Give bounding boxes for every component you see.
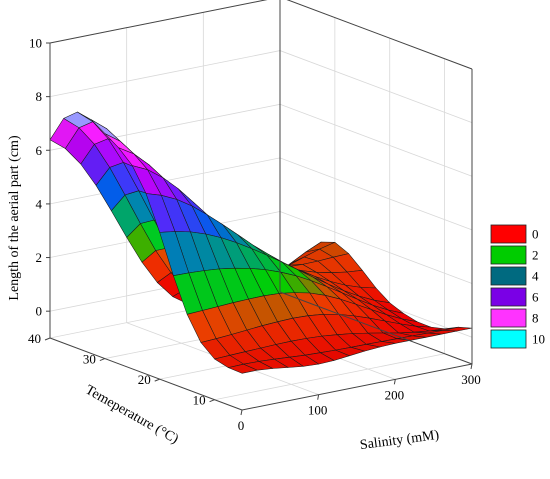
x-tick-mark [393, 379, 396, 385]
y-tick-mark [44, 337, 51, 341]
y-floor-gridline [214, 353, 445, 401]
z-tick-label: 2 [36, 250, 43, 265]
x-tick-mark [240, 409, 243, 416]
z-tick-label: 8 [36, 89, 43, 104]
x-axis-label: Salinity (mM) [359, 428, 440, 453]
frame-edge [49, 337, 243, 411]
legend-label: 2 [532, 248, 539, 263]
frame-edge [49, 0, 268, 44]
z-tick-label: 6 [36, 143, 43, 158]
chart-frame [49, 0, 473, 411]
legend-swatch [490, 308, 527, 328]
legend-swatch [490, 224, 527, 244]
x-tick-mark [470, 363, 473, 370]
legend-swatch [490, 245, 527, 265]
legend-label: 8 [532, 311, 539, 326]
chart-surface [49, 111, 473, 374]
z-axis-label: Length of the aerial part (cm) [7, 135, 22, 301]
y-tick-label: 20 [138, 372, 151, 387]
z-tick-label: 4 [36, 196, 43, 211]
x-tick-label: 0 [238, 418, 245, 433]
y-tick-mark [99, 358, 106, 362]
y-tick-mark [209, 399, 215, 403]
legend-label: 4 [532, 269, 539, 284]
x-tick-label: 200 [385, 387, 405, 402]
z-tick-label: 0 [36, 304, 43, 319]
z-tick-label: 10 [29, 36, 42, 51]
x-tick-mark [317, 394, 320, 400]
chart-legend: 0 2 4 6 8 10 [490, 224, 545, 349]
legend-swatch [490, 329, 527, 349]
y-tick-label: 10 [193, 393, 206, 408]
legend-swatch [490, 266, 527, 286]
x-tick-label: 300 [461, 372, 481, 387]
frame-edge [286, 0, 473, 70]
legend-label: 10 [532, 332, 545, 347]
surface-patch [228, 363, 258, 374]
y-tick-mark [154, 378, 160, 382]
legend-label: 6 [532, 290, 539, 305]
frame-edge [279, 291, 473, 365]
chart-tick-labels: 0 2 4 6 8 10 10 20 30 40 0 100 200 300 [28, 36, 481, 434]
y-tick-label: 40 [28, 331, 41, 346]
y-axis-label: Temeperature (°C) [83, 383, 182, 448]
y-tick-label: 30 [83, 352, 96, 367]
frame-edge [241, 363, 473, 411]
x-tick-label: 100 [308, 403, 328, 418]
legend-label: 0 [532, 227, 539, 242]
legend-swatch [490, 287, 527, 307]
